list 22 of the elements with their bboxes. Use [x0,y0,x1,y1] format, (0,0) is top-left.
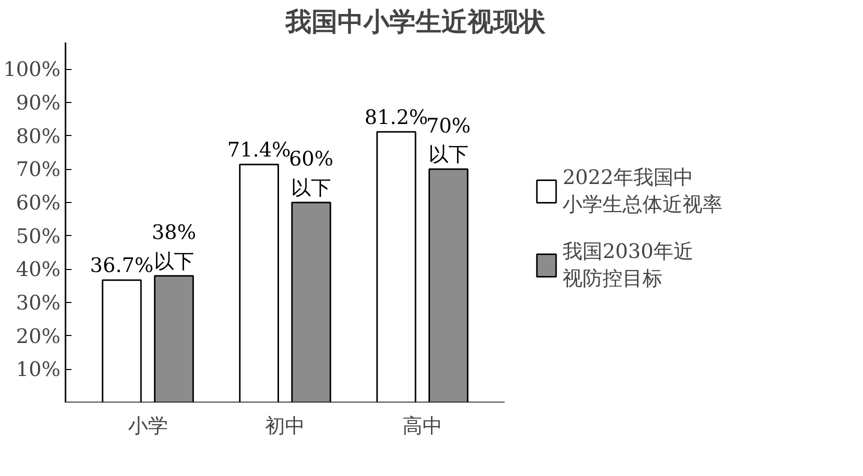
legend-label: 我国2030年近视防控目标 [562,238,694,292]
y-tick-label: 60% [16,190,60,214]
x-tick-label: 小学 [128,414,168,438]
y-tick-label: 70% [16,157,60,182]
y-tick-label: 40% [16,257,60,282]
y-tick-label: 10% [16,357,60,382]
data-label: 38% 以下 [152,220,196,273]
y-tick-label: 30% [16,290,60,314]
data-label: 36.7% [90,253,154,278]
data-label: 71.4% [227,138,291,162]
y-tick-label: 90% [16,90,60,114]
x-tick-label: 初中 [265,414,306,438]
y-tick-label: 50% [16,224,60,248]
y-tick-label: 100% [3,57,61,82]
y-tick-label: 20% [16,324,60,348]
x-tick-label: 高中 [402,414,442,438]
data-label: 70% 以下 [426,113,471,166]
data-label: 60% 以下 [288,146,334,200]
legend-label: 2022年我国中小学生总体近视率 [562,164,723,218]
y-tick-label: 80% [16,124,60,148]
chart-title: 我国中小学生近视现状 [284,8,546,38]
data-label: 81.2% [364,104,428,129]
